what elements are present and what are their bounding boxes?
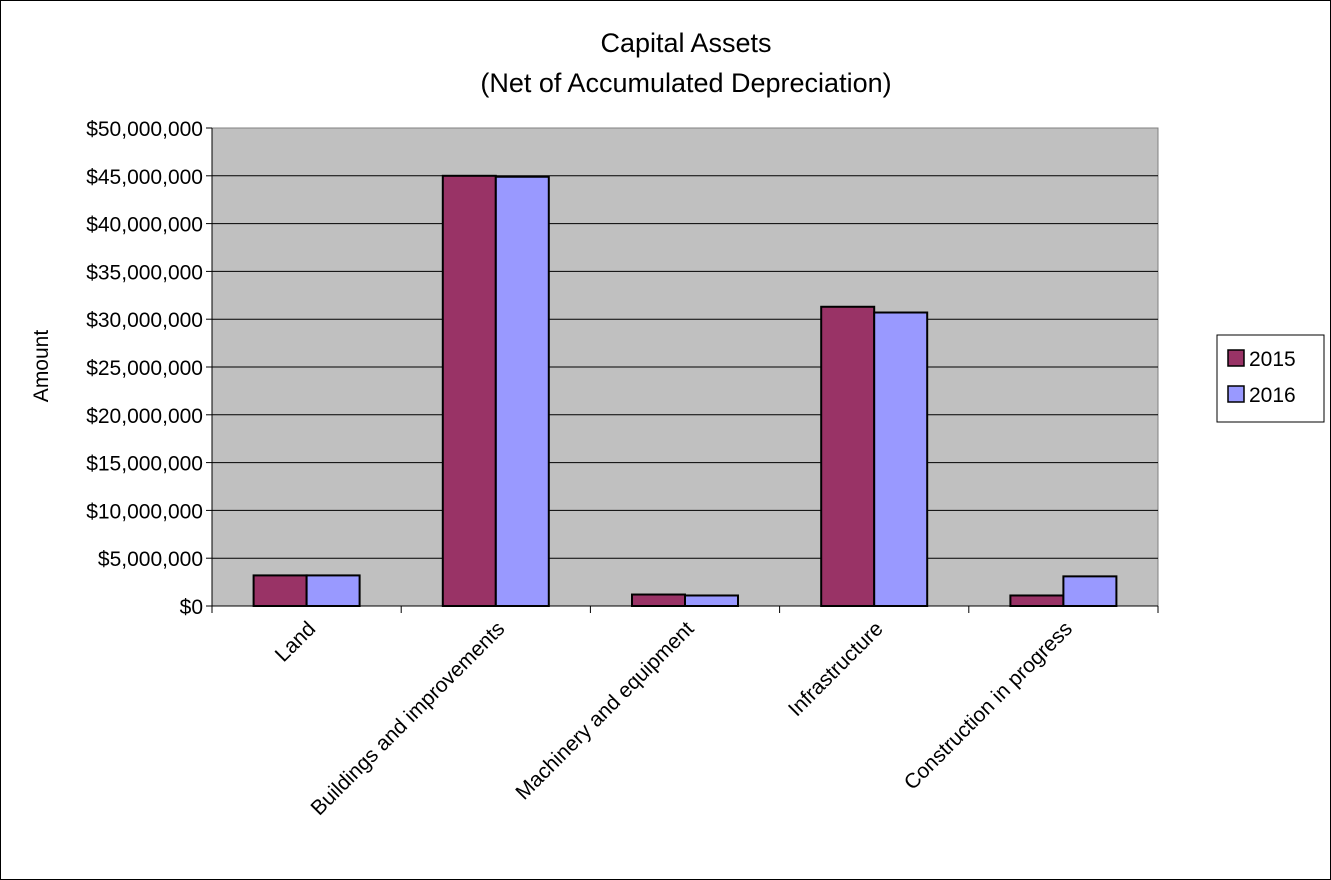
y-tick-label: $40,000,000 [86, 214, 203, 237]
y-tick-label: $50,000,000 [86, 118, 203, 141]
y-axis-label: Amount [30, 330, 53, 403]
bar-2016-2 [684, 594, 739, 608]
legend-swatch-2016 [1227, 385, 1245, 403]
y-axis-tick-labels: $0 $5,000,000 $10,000,000 $15,000,000 $20,00… [86, 118, 203, 619]
bar-2016-4 [1062, 575, 1118, 608]
legend-label-2015: 2015 [1249, 348, 1296, 371]
chart-title-line-1: Capital Assets [600, 28, 771, 58]
bar-2015-2 [631, 593, 686, 608]
y-tick-label: $45,000,000 [86, 166, 203, 189]
y-tick-label: $20,000,000 [86, 405, 203, 428]
chart-title-line-2: (Net of Accumulated Depreciation) [480, 68, 891, 98]
bar-2015-0 [252, 574, 308, 608]
bar-2016-1 [494, 175, 550, 607]
bar-2015-4 [1009, 594, 1065, 608]
y-tick-label: $15,000,000 [86, 453, 203, 476]
bar-2016-3 [873, 311, 929, 607]
y-tick-label: $10,000,000 [86, 500, 203, 523]
legend-swatch-2015 [1227, 349, 1245, 367]
bar-2015-1 [441, 174, 497, 608]
y-tick-label: $0 [180, 596, 203, 619]
legend: 2015 2016 [1216, 334, 1325, 423]
y-tick-label: $25,000,000 [86, 357, 203, 380]
y-tick-label: $30,000,000 [86, 309, 203, 332]
y-tick-label: $5,000,000 [98, 548, 203, 571]
bar-2015-3 [820, 305, 876, 607]
legend-label-2016: 2016 [1249, 384, 1296, 407]
y-tick-label: $35,000,000 [86, 261, 203, 284]
bar-2016-0 [305, 574, 361, 608]
plot-area [206, 127, 1159, 613]
